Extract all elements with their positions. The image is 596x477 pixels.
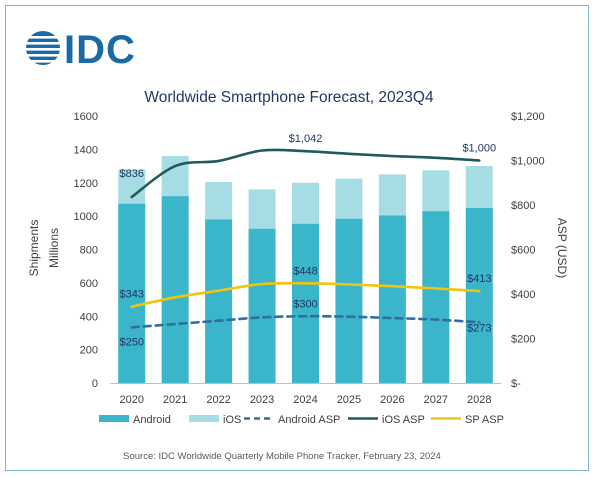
bar-ios: [335, 178, 363, 219]
y-axis-title-millions: Millions: [47, 228, 61, 268]
legend-label-android: Android: [133, 414, 171, 426]
legend-label-android-asp: Android ASP: [278, 414, 340, 426]
legend-item-ios-asp: iOS ASP: [348, 414, 425, 426]
legend-item-sp-asp: SP ASP: [431, 414, 504, 426]
right-tick-label: $1,200: [511, 111, 545, 123]
globe-icon: [23, 31, 63, 65]
right-tick-label: $800: [511, 200, 535, 212]
bar-ios: [422, 170, 450, 212]
bar-ios: [292, 182, 319, 224]
line-android-asp: [130, 314, 481, 329]
bar-series: [118, 156, 493, 383]
left-tick-label: 600: [80, 278, 98, 290]
right-tick-label: $400: [511, 289, 535, 301]
legend-swatch-ios: [189, 415, 219, 422]
data-label-ios-asp: $836: [119, 168, 143, 180]
x-tick-label: 2022: [206, 394, 230, 406]
data-label-sp-asp: $413: [467, 273, 491, 285]
bar-ios: [205, 181, 233, 220]
bar-android: [292, 223, 319, 383]
chart-card: IDC Worldwide Smartphone Forecast, 2023Q…: [5, 5, 589, 471]
y-axis-title-shipments: Shipments: [27, 220, 41, 277]
bar-android: [422, 211, 450, 383]
x-tick-label: 2020: [119, 394, 143, 406]
chart-canvas: IDC Worldwide Smartphone Forecast, 2023Q…: [23, 28, 569, 462]
bar-android: [161, 196, 189, 383]
left-axis: 0 200 400 600 800 1000 1200 1400 1600: [74, 111, 98, 390]
left-tick-label: 800: [80, 245, 98, 257]
line-sp-asp: [130, 281, 481, 308]
bar-android: [118, 203, 146, 383]
legend-label-sp-asp: SP ASP: [465, 414, 504, 426]
data-label-ios-asp: $1,000: [462, 143, 496, 155]
logo-text: IDC: [64, 28, 136, 72]
legend-item-ios: iOS: [189, 414, 241, 426]
x-tick-label: 2025: [337, 394, 361, 406]
data-label-android-asp: $250: [119, 336, 143, 348]
data-label-sp-asp: $448: [293, 265, 317, 277]
source-note: Source: IDC Worldwide Quarterly Mobile P…: [123, 451, 441, 462]
left-tick-label: 1000: [74, 211, 98, 223]
bar-ios: [378, 174, 406, 216]
data-labels: $836 $1,042 $1,000 $343 $448 $413 $250 $300 $273: [119, 133, 496, 348]
line-ios-asp: [130, 148, 481, 199]
x-tick-label: 2023: [250, 394, 274, 406]
y2-axis-title: ASP (USD): [555, 218, 569, 278]
chart-title: Worldwide Smartphone Forecast, 2023Q4: [144, 89, 434, 106]
x-tick-label: 2026: [380, 394, 404, 406]
right-tick-label: $1,000: [511, 156, 545, 168]
data-label-ios-asp: $1,042: [289, 133, 323, 145]
left-tick-label: 0: [92, 378, 98, 390]
x-tick-label: 2027: [424, 394, 448, 406]
line-series: [130, 148, 481, 329]
bar-android: [248, 228, 276, 383]
x-tick-label: 2028: [467, 394, 491, 406]
bar-android: [335, 218, 363, 383]
right-tick-label: $-: [511, 378, 521, 390]
left-tick-label: 200: [80, 345, 98, 357]
legend-label-ios-asp: iOS ASP: [382, 414, 425, 426]
data-label-sp-asp: $343: [119, 289, 143, 301]
left-tick-label: 400: [80, 311, 98, 323]
data-label-android-asp: $273: [467, 322, 491, 334]
bar-ios: [465, 166, 493, 208]
data-label-android-asp: $300: [293, 298, 317, 310]
x-axis: 2020 2021 2022 2023 2024 2025 2026 2027 2028: [119, 394, 491, 406]
legend: Android iOS Android ASP iOS ASP SP ASP: [99, 414, 504, 426]
bar-ios: [161, 156, 189, 197]
right-tick-label: $600: [511, 245, 535, 257]
x-tick-label: 2021: [163, 394, 187, 406]
bar-android: [465, 207, 493, 383]
legend-label-ios: iOS: [223, 414, 241, 426]
bar-ios: [248, 189, 276, 229]
right-tick-label: $200: [511, 334, 535, 346]
bar-android: [378, 215, 406, 383]
left-tick-label: 1600: [74, 111, 98, 123]
bar-android: [205, 219, 233, 383]
legend-swatch-android: [99, 415, 129, 422]
x-tick-label: 2024: [293, 394, 317, 406]
idc-logo: IDC: [23, 28, 136, 72]
left-tick-label: 1200: [74, 178, 98, 190]
legend-item-android-asp: Android ASP: [244, 414, 340, 426]
left-tick-label: 1400: [74, 144, 98, 156]
legend-item-android: Android: [99, 414, 171, 426]
right-axis: $- $200 $400 $600 $800 $1,000 $1,200: [511, 111, 545, 390]
